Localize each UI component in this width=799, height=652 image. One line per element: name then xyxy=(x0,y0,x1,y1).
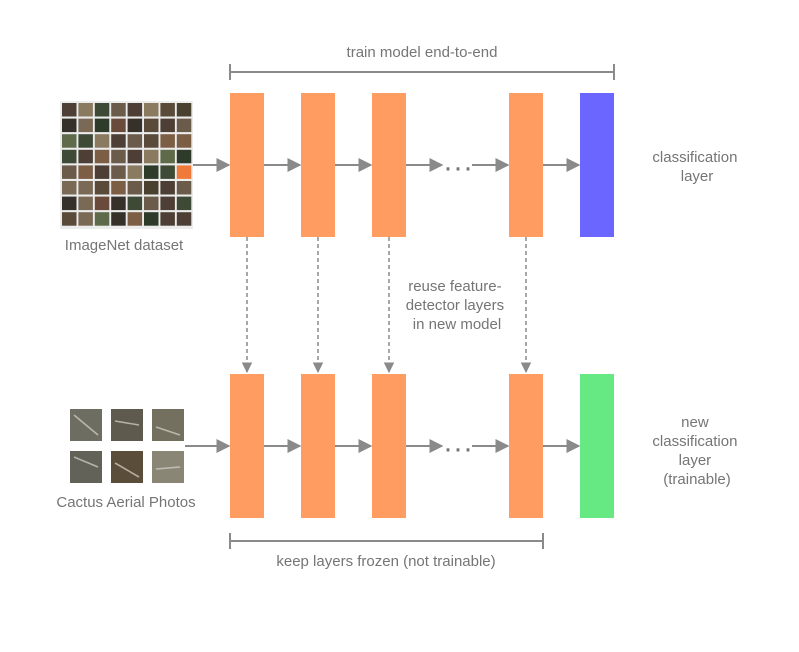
reuse-arrows xyxy=(241,237,532,374)
imagenet-dataset-label: ImageNet dataset xyxy=(65,237,184,254)
classification-layer-bottom xyxy=(580,374,614,518)
frozen-layers-label: keep layers frozen (not trainable) xyxy=(276,553,495,570)
ellipsis-bottom: ··· xyxy=(443,432,473,465)
ellipsis-top: ··· xyxy=(443,151,473,184)
train-end-to-end-label: train model end-to-end xyxy=(347,44,498,61)
feature-layer-bottom-2 xyxy=(301,374,335,518)
feature-layer-top-3 xyxy=(372,93,406,237)
classification-layer-top xyxy=(580,93,614,237)
imagenet-dataset-image xyxy=(60,101,193,229)
feature-layer-top-2 xyxy=(301,93,335,237)
feature-layer-bottom-3 xyxy=(372,374,406,518)
feature-layer-top-4 xyxy=(509,93,543,237)
frozen-layers-bracket xyxy=(229,533,544,549)
classification-layer-top-label: classification layer xyxy=(652,149,741,185)
cactus-aerial-photos-image xyxy=(70,409,184,483)
cactus-aerial-photos-label: Cactus Aerial Photos xyxy=(56,494,195,511)
feature-layer-top-1 xyxy=(230,93,264,237)
feature-layer-bottom-1 xyxy=(230,374,264,518)
classification-layer-bottom-label: new classification layer (trainable) xyxy=(652,414,741,488)
feature-layer-bottom-4 xyxy=(509,374,543,518)
reuse-layers-label: reuse feature- detector layers in new mo… xyxy=(406,278,509,333)
train-end-to-end-bracket xyxy=(229,64,615,80)
